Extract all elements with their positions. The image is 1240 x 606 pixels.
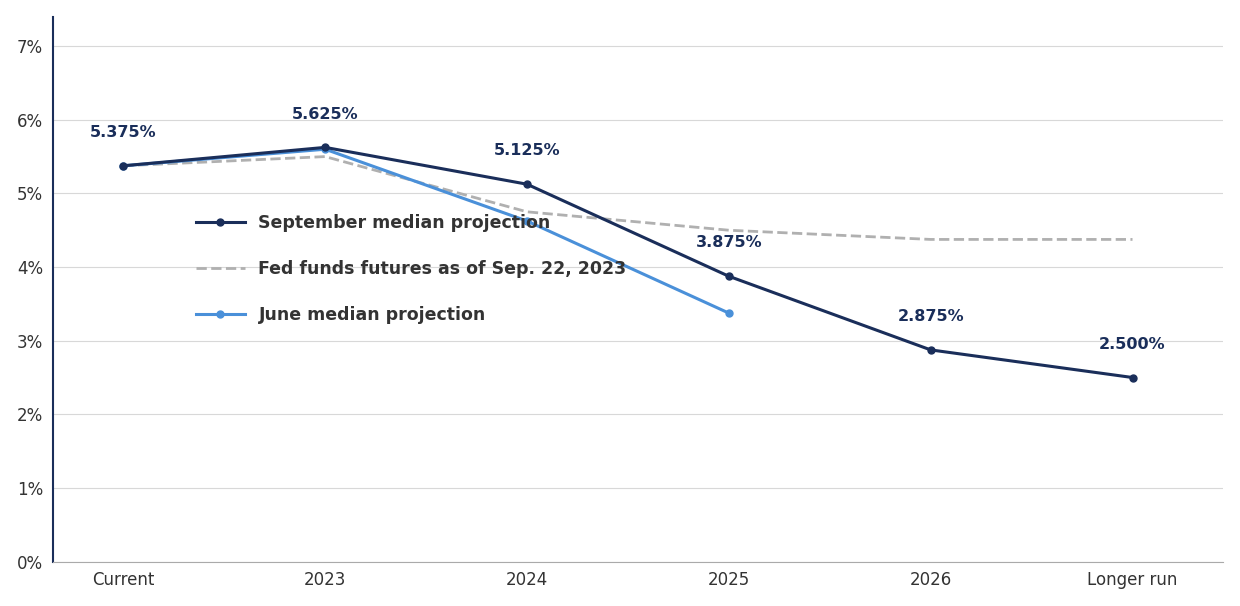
Text: 5.625%: 5.625% xyxy=(291,107,358,122)
Legend: September median projection, Fed funds futures as of Sep. 22, 2023, June median : September median projection, Fed funds f… xyxy=(196,215,626,324)
Text: 5.125%: 5.125% xyxy=(494,144,560,158)
Text: 3.875%: 3.875% xyxy=(696,236,763,250)
Text: 2.500%: 2.500% xyxy=(1099,337,1166,351)
Text: 5.375%: 5.375% xyxy=(91,125,156,140)
Text: 2.875%: 2.875% xyxy=(898,309,963,324)
